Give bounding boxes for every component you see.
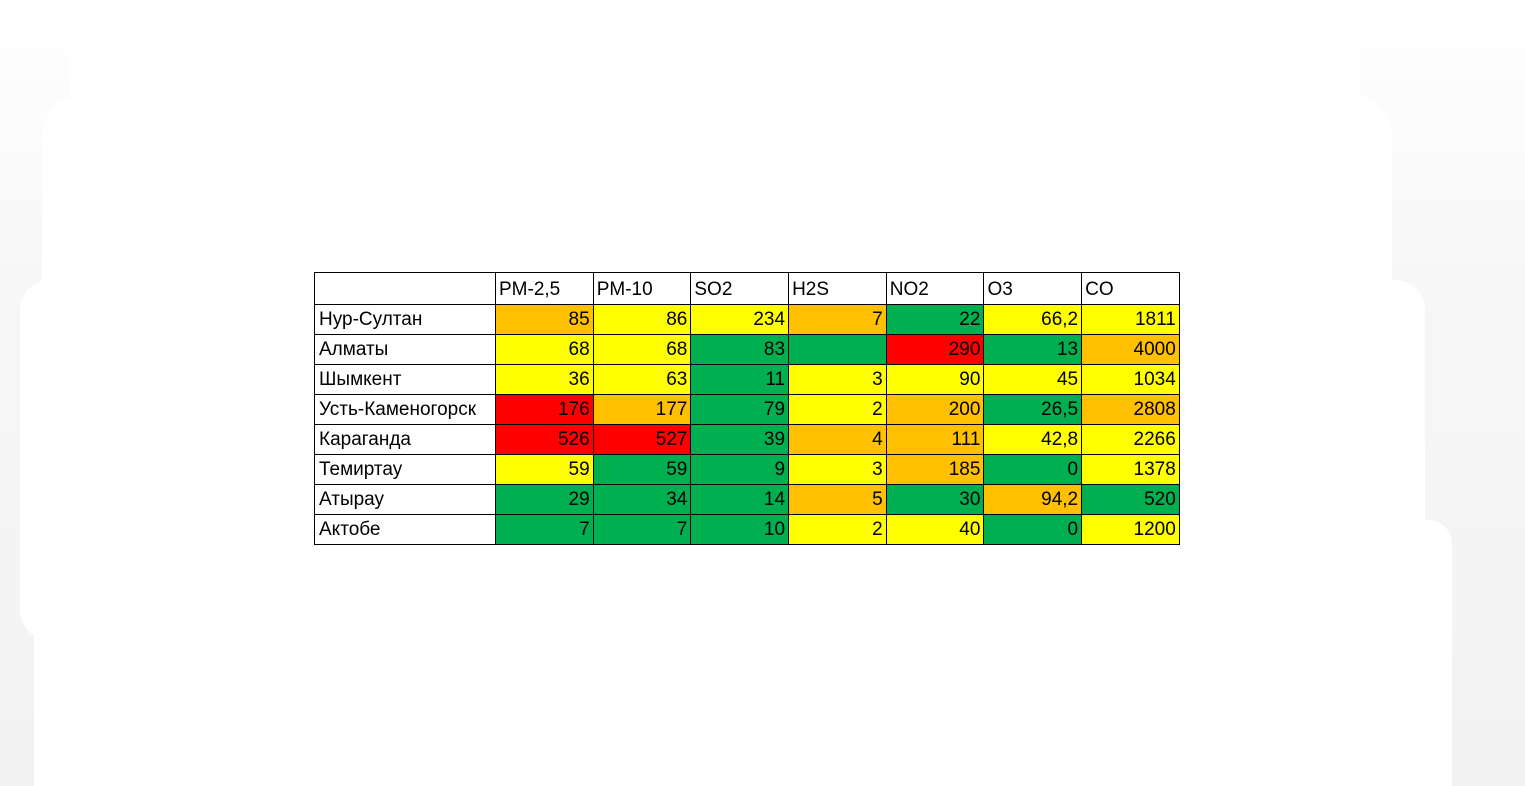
value-cell[interactable]: 177 (592, 394, 692, 425)
value-cell[interactable]: 83 (690, 334, 790, 365)
value-cell[interactable]: 0 (983, 454, 1083, 485)
table-row: Караганда 526 527 39 4 111 42,8 2266 (314, 424, 1180, 455)
value-cell[interactable]: 1811 (1081, 304, 1180, 335)
value-cell[interactable]: 0 (983, 514, 1083, 545)
header-cell[interactable]: NO2 (885, 272, 985, 305)
table-row: Алматы 68 68 83 290 13 4000 (314, 334, 1180, 365)
city-name-cell[interactable]: Шымкент (314, 364, 496, 395)
value-cell[interactable]: 79 (690, 394, 790, 425)
value-cell[interactable]: 85 (495, 304, 594, 335)
value-cell[interactable]: 22 (885, 304, 985, 335)
value-cell[interactable]: 2808 (1081, 394, 1180, 425)
value-cell[interactable]: 14 (690, 484, 790, 515)
value-cell[interactable]: 5 (788, 484, 887, 515)
value-cell[interactable]: 1378 (1081, 454, 1180, 485)
city-name-cell[interactable]: Нур-Султан (314, 304, 496, 335)
value-cell[interactable]: 527 (592, 424, 692, 455)
value-cell[interactable]: 39 (690, 424, 790, 455)
city-name-cell[interactable]: Актобе (314, 514, 496, 545)
value-cell[interactable]: 86 (592, 304, 692, 335)
value-cell[interactable]: 3 (788, 364, 887, 395)
header-cell[interactable]: H2S (788, 272, 887, 305)
value-cell[interactable]: 40 (885, 514, 985, 545)
value-cell[interactable]: 29 (495, 484, 594, 515)
value-cell[interactable]: 526 (495, 424, 594, 455)
value-cell[interactable]: 1200 (1081, 514, 1180, 545)
value-cell[interactable]: 45 (983, 364, 1083, 395)
value-cell[interactable]: 234 (690, 304, 790, 335)
table-row: Атырау 29 34 14 5 30 94,2 520 (314, 484, 1180, 515)
value-cell[interactable]: 3 (788, 454, 887, 485)
value-cell[interactable]: 4 (788, 424, 887, 455)
value-cell[interactable]: 2 (788, 514, 887, 545)
air-quality-table: PM-2,5 PM-10 SO2 H2S NO2 O3 CO Нур-Султа… (314, 272, 1180, 545)
city-name-cell[interactable]: Алматы (314, 334, 496, 365)
value-cell[interactable] (788, 334, 887, 365)
value-cell[interactable]: 68 (592, 334, 692, 365)
header-cell[interactable]: O3 (983, 272, 1083, 305)
spreadsheet-region: PM-2,5 PM-10 SO2 H2S NO2 O3 CO Нур-Султа… (314, 272, 1180, 545)
table-row: Шымкент 36 63 11 3 90 45 1034 (314, 364, 1180, 395)
value-cell[interactable]: 63 (592, 364, 692, 395)
value-cell[interactable]: 30 (885, 484, 985, 515)
value-cell[interactable]: 26,5 (983, 394, 1083, 425)
value-cell[interactable]: 90 (885, 364, 985, 395)
city-name-cell[interactable]: Темиртау (314, 454, 496, 485)
value-cell[interactable]: 176 (495, 394, 594, 425)
value-cell[interactable]: 9 (690, 454, 790, 485)
header-cell[interactable]: CO (1081, 272, 1180, 305)
header-row: PM-2,5 PM-10 SO2 H2S NO2 O3 CO (314, 272, 1180, 305)
city-name-cell[interactable]: Караганда (314, 424, 496, 455)
header-cell[interactable]: PM-2,5 (495, 272, 594, 305)
value-cell[interactable]: 185 (885, 454, 985, 485)
table-row: Усть-Каменогорск 176 177 79 2 200 26,5 2808 (314, 394, 1180, 425)
table-row: Актобе 7 7 10 2 40 0 1200 (314, 514, 1180, 545)
value-cell[interactable]: 66,2 (983, 304, 1083, 335)
value-cell[interactable]: 4000 (1081, 334, 1180, 365)
corner-cell[interactable] (314, 272, 496, 305)
value-cell[interactable]: 7 (592, 514, 692, 545)
value-cell[interactable]: 59 (495, 454, 594, 485)
background-shape (34, 520, 1452, 786)
value-cell[interactable]: 290 (885, 334, 985, 365)
value-cell[interactable]: 68 (495, 334, 594, 365)
table-body: Нур-Султан 85 86 234 7 22 66,2 1811 Алматы 68 68 83… (314, 304, 1180, 545)
value-cell[interactable]: 94,2 (983, 484, 1083, 515)
value-cell[interactable]: 42,8 (983, 424, 1083, 455)
city-name-cell[interactable]: Атырау (314, 484, 496, 515)
value-cell[interactable]: 520 (1081, 484, 1180, 515)
value-cell[interactable]: 11 (690, 364, 790, 395)
header-cell[interactable]: SO2 (690, 272, 790, 305)
value-cell[interactable]: 13 (983, 334, 1083, 365)
value-cell[interactable]: 111 (885, 424, 985, 455)
value-cell[interactable]: 7 (495, 514, 594, 545)
header-cell[interactable]: PM-10 (592, 272, 692, 305)
value-cell[interactable]: 2 (788, 394, 887, 425)
table-row: Нур-Султан 85 86 234 7 22 66,2 1811 (314, 304, 1180, 335)
value-cell[interactable]: 34 (592, 484, 692, 515)
city-name-cell[interactable]: Усть-Каменогорск (314, 394, 496, 425)
value-cell[interactable]: 200 (885, 394, 985, 425)
table-row: Темиртау 59 59 9 3 185 0 1378 (314, 454, 1180, 485)
value-cell[interactable]: 7 (788, 304, 887, 335)
value-cell[interactable]: 1034 (1081, 364, 1180, 395)
value-cell[interactable]: 36 (495, 364, 594, 395)
value-cell[interactable]: 59 (592, 454, 692, 485)
value-cell[interactable]: 10 (690, 514, 790, 545)
value-cell[interactable]: 2266 (1081, 424, 1180, 455)
